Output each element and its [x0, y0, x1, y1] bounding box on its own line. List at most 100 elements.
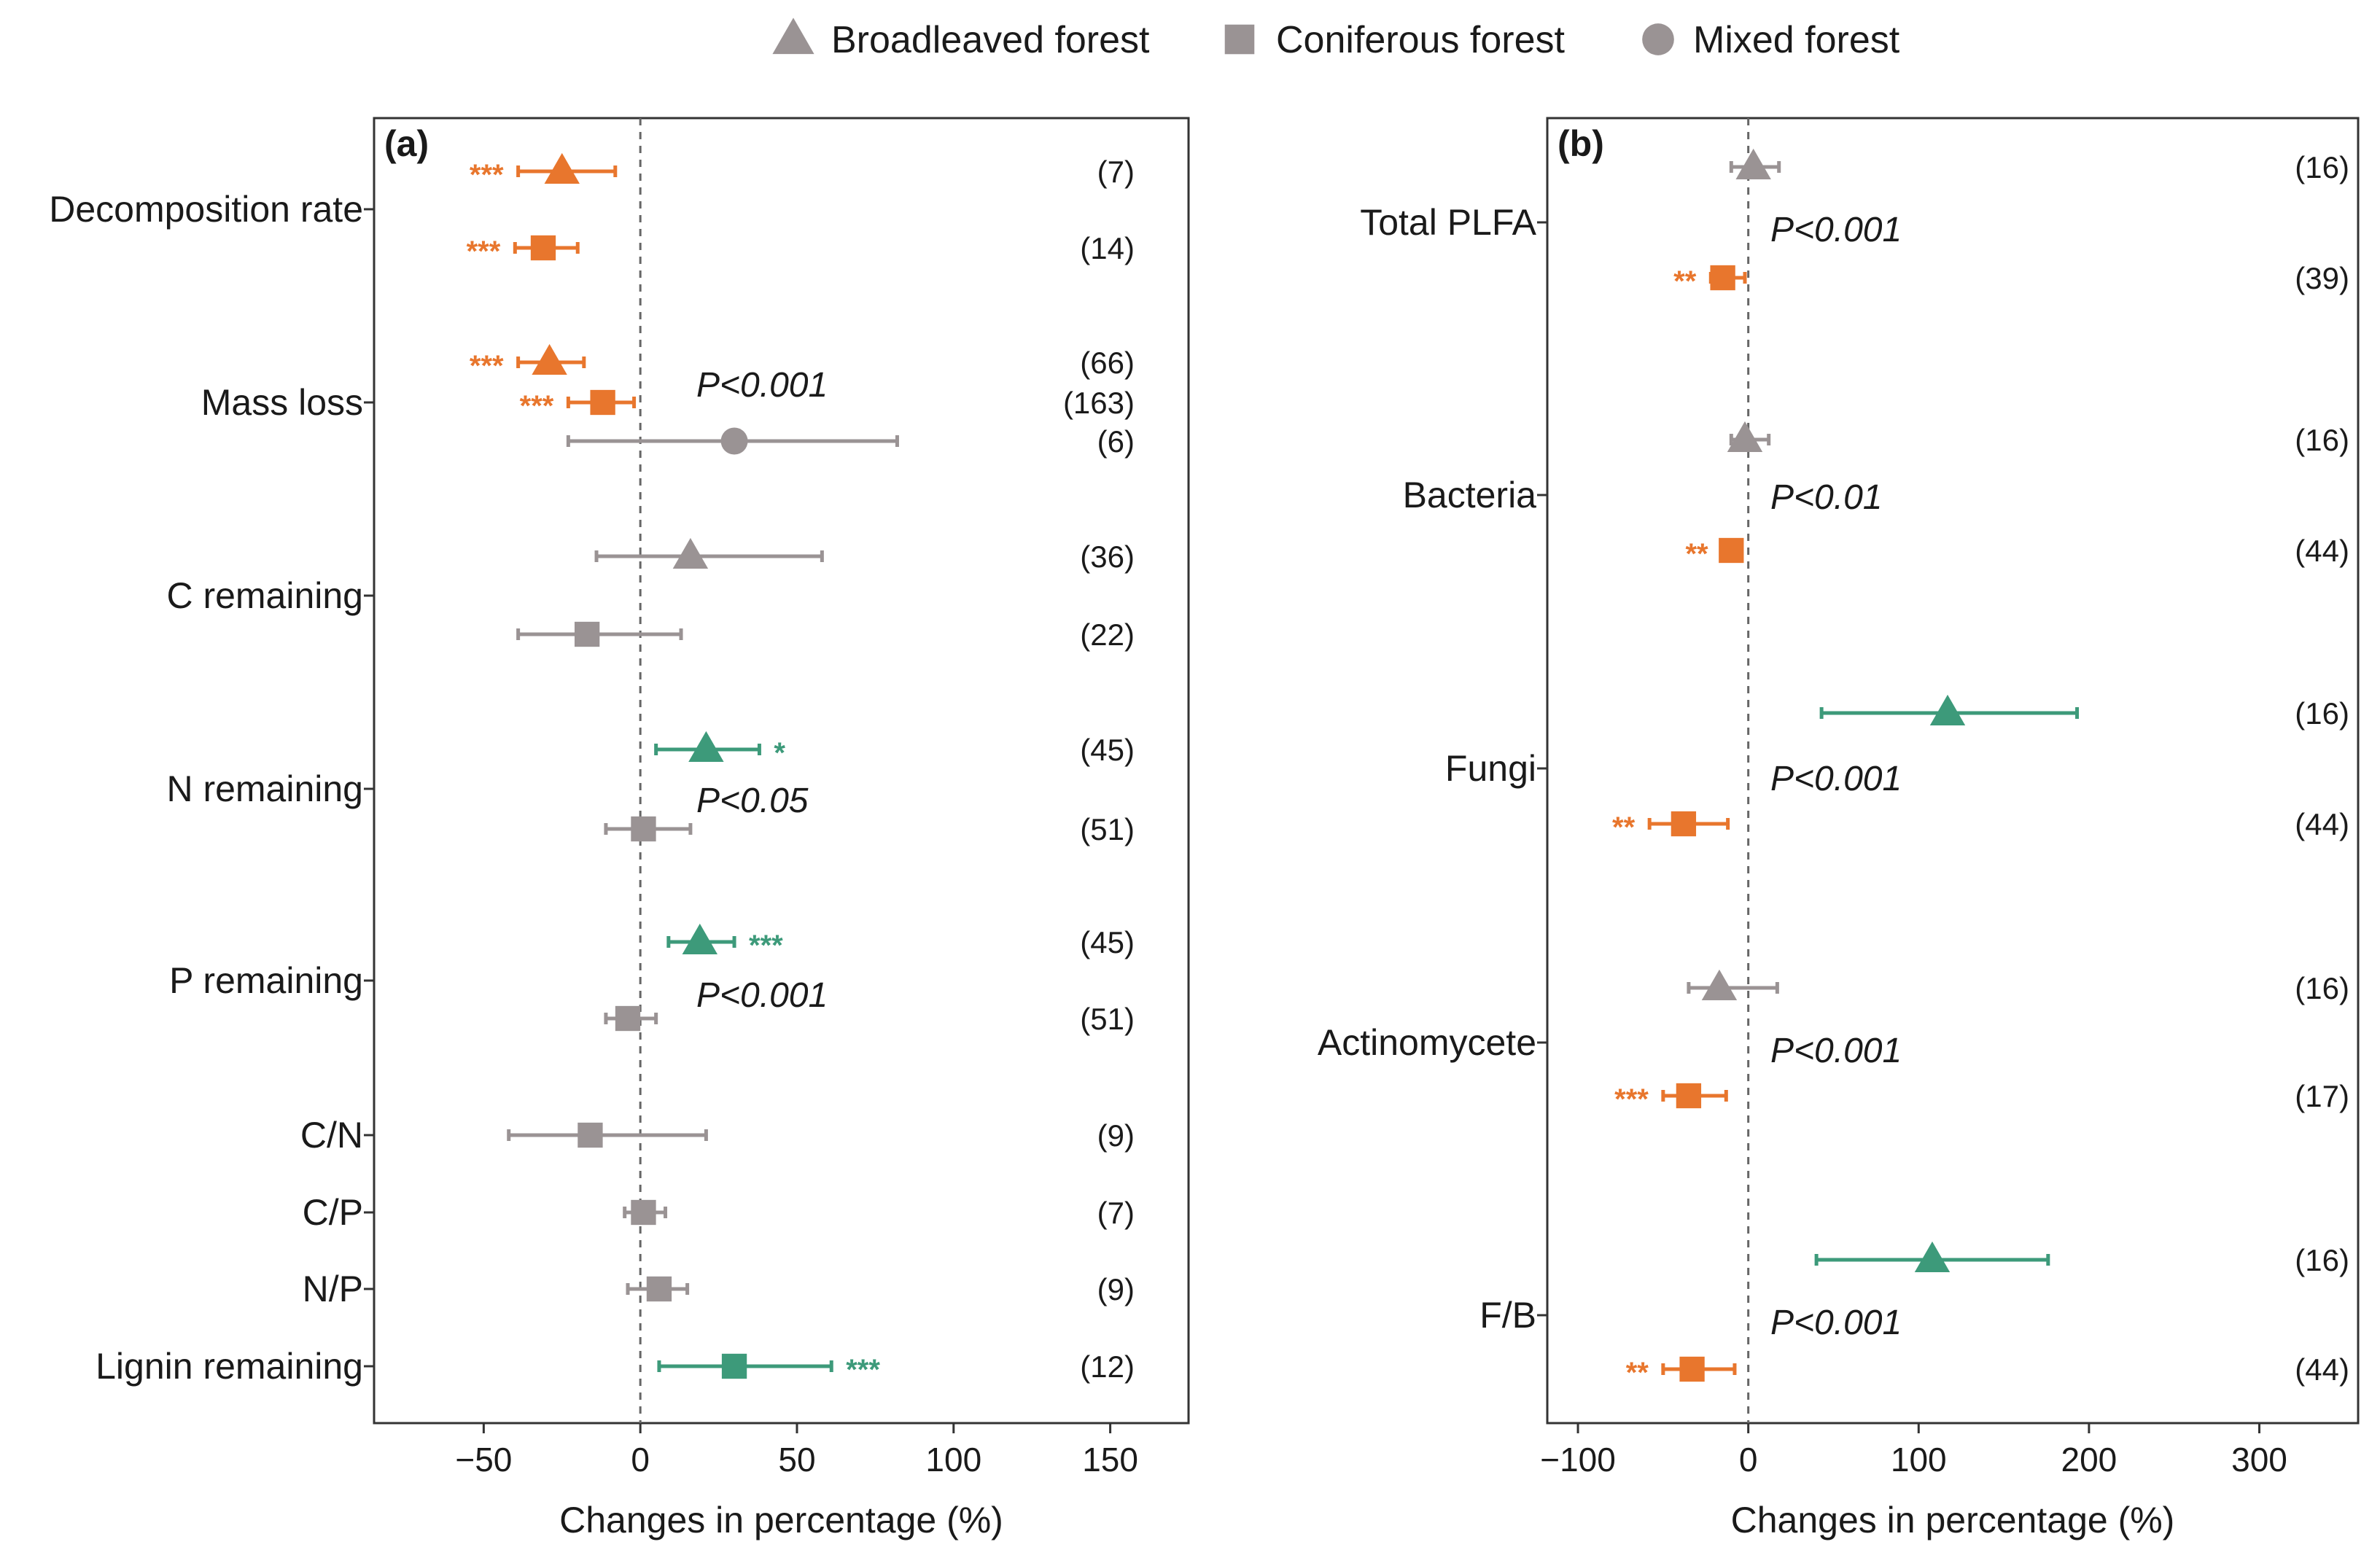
x-tick-label: 200 — [2061, 1441, 2118, 1479]
p-value-label: P<0.001 — [1770, 1304, 1902, 1342]
sample-size-label: (9) — [1097, 1118, 1135, 1153]
sample-size-label: (7) — [1097, 1196, 1135, 1230]
significance-stars: *** — [749, 930, 783, 962]
mean-point-square — [646, 1276, 672, 1302]
mean-point-square — [1671, 811, 1697, 837]
panel-label: (b) — [1558, 123, 1604, 164]
mean-point-triangle — [1914, 1241, 1951, 1273]
significance-stars: *** — [470, 159, 504, 191]
x-tick-label: 150 — [1082, 1441, 1138, 1479]
significance-stars: ** — [1673, 265, 1697, 297]
legend: Broadleaved forest Coniferous forest Mixed… — [772, 17, 1900, 61]
x-tick-label: 0 — [1739, 1441, 1758, 1479]
p-value-label: P<0.001 — [1770, 1032, 1902, 1070]
x-tick-label: −100 — [1540, 1441, 1616, 1479]
mean-point-square — [574, 621, 600, 647]
sample-size-label: (16) — [2295, 1243, 2349, 1277]
mean-point-triangle — [544, 152, 580, 184]
sample-size-label: (9) — [1097, 1272, 1135, 1306]
sample-size-label: (44) — [2295, 807, 2349, 841]
x-axis-title: Changes in percentage (%) — [1731, 1500, 2175, 1540]
significance-stars: ** — [1612, 811, 1636, 844]
category-label: Lignin remaining — [96, 1346, 363, 1387]
x-axis-title: Changes in percentage (%) — [559, 1500, 1003, 1540]
sample-size-label: (36) — [1080, 539, 1135, 574]
mean-point-square — [721, 1353, 747, 1379]
category-label: Actinomycete — [1318, 1022, 1536, 1063]
panel-label: (a) — [384, 123, 429, 164]
sample-size-label: (44) — [2295, 1352, 2349, 1387]
significance-stars: *** — [467, 235, 501, 268]
mean-point-triangle — [1727, 421, 1763, 453]
sample-size-label: (39) — [2295, 261, 2349, 295]
panel-b: (b) −100 0 100 200 300 Changes in percentage (… — [1318, 117, 2360, 1540]
sample-size-label: (16) — [2295, 696, 2349, 731]
sample-size-label: (17) — [2295, 1079, 2349, 1113]
category-label: Mass loss — [201, 382, 363, 423]
significance-stars: *** — [846, 1354, 880, 1386]
significance-stars: *** — [520, 390, 554, 422]
mean-point-triangle — [672, 537, 709, 569]
sample-size-label: (51) — [1080, 812, 1135, 846]
significance-stars: *** — [1614, 1083, 1649, 1115]
sample-size-label: (16) — [2295, 971, 2349, 1005]
category-label: Fungi — [1445, 748, 1536, 789]
category-label: C remaining — [166, 575, 363, 616]
plot-frame — [373, 117, 1190, 1425]
category-label: C/P — [303, 1192, 363, 1233]
significance-stars: ** — [1685, 538, 1708, 570]
category-label: F/B — [1479, 1295, 1536, 1336]
mean-point-square — [1676, 1083, 1702, 1109]
mean-point-triangle — [1929, 694, 1966, 726]
mean-point-triangle — [532, 343, 567, 375]
sample-size-label: (51) — [1080, 1002, 1135, 1036]
x-tick-label: −50 — [455, 1441, 512, 1479]
x-tick-label: 50 — [778, 1441, 815, 1479]
panel-a: (a) −50 0 50 100 150 Changes in percentage (%)… — [49, 117, 1190, 1540]
category-label: Bacteria — [1403, 475, 1537, 515]
sample-size-label: (163) — [1063, 386, 1135, 420]
category-label: C/N — [300, 1115, 363, 1156]
sample-size-label: (7) — [1097, 155, 1135, 189]
p-value-label: P<0.001 — [1770, 760, 1902, 798]
plot-frame — [1546, 117, 2360, 1425]
legend-circle-icon — [1642, 23, 1674, 55]
p-value-label: P<0.001 — [1770, 211, 1902, 249]
mean-point-square — [1719, 537, 1744, 564]
mean-point-triangle — [682, 923, 718, 955]
legend-label-0: Broadleaved forest — [831, 19, 1150, 61]
category-label: Decomposition rate — [49, 189, 363, 230]
mean-point-square — [631, 1199, 656, 1226]
mean-point-square — [1679, 1356, 1705, 1382]
sample-size-label: (44) — [2295, 534, 2349, 568]
sample-size-label: (12) — [1080, 1349, 1135, 1384]
mean-point-triangle — [1701, 969, 1738, 1001]
significance-stars: ** — [1626, 1357, 1649, 1389]
sample-size-label: (14) — [1080, 231, 1135, 265]
sample-size-label: (45) — [1080, 925, 1135, 959]
x-tick-label: 0 — [631, 1441, 650, 1479]
category-label: N/P — [303, 1269, 363, 1309]
mean-point-square — [578, 1122, 603, 1148]
p-value-label: P<0.001 — [696, 976, 828, 1015]
category-label: Total PLFA — [1360, 202, 1536, 243]
legend-square-icon — [1224, 24, 1255, 55]
significance-stars: *** — [470, 350, 504, 382]
mean-point-circle — [720, 427, 748, 455]
sample-size-label: (6) — [1097, 424, 1135, 459]
sample-size-label: (16) — [2295, 423, 2349, 457]
x-tick-label: 300 — [2231, 1441, 2287, 1479]
p-value-label: P<0.001 — [696, 366, 828, 405]
category-label: N remaining — [166, 768, 363, 809]
mean-point-square — [631, 816, 656, 842]
sample-size-label: (66) — [1080, 346, 1135, 380]
mean-point-triangle — [688, 731, 724, 763]
mean-point-square — [530, 235, 556, 261]
mean-point-triangle — [1735, 148, 1771, 180]
mean-point-square — [1710, 265, 1735, 291]
p-value-label: P<0.01 — [1770, 478, 1882, 517]
mean-point-square — [615, 1005, 641, 1032]
sample-size-label: (16) — [2295, 150, 2349, 184]
legend-label-2: Mixed forest — [1693, 19, 1900, 61]
